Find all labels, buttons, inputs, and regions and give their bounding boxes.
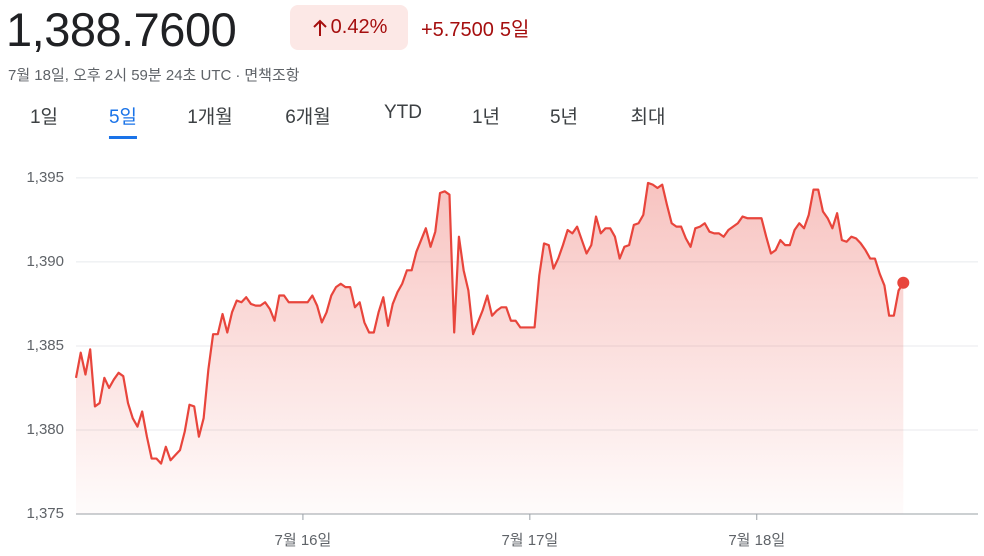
area-fill [76, 182, 904, 514]
price-line [74, 181, 905, 465]
up-arrow-icon [312, 19, 327, 36]
range-tab[interactable]: YTD [384, 102, 422, 123]
range-tab[interactable]: 5년 [549, 107, 579, 128]
x-tick-label: 7월 18일 [728, 532, 785, 549]
subtitle: 7월 18일, 오후 2시 59분 24초 UTC · 면책조항 [8, 64, 300, 85]
y-tick-label: 1,385 [26, 337, 64, 354]
range-tab[interactable]: 6개월 [285, 107, 331, 128]
y-tick-label: 1,390 [26, 253, 64, 270]
range-tab[interactable]: 1일 [29, 107, 59, 128]
range-tab[interactable]: 1년 [471, 107, 501, 128]
last-point [897, 276, 910, 289]
change-period: 5일 [499, 19, 530, 41]
range-tab[interactable]: 1개월 [187, 107, 233, 128]
disclaimer[interactable]: 면책조항 [244, 67, 300, 84]
x-tick-label: 7월 17일 [501, 532, 558, 549]
timestamp: 7월 18일, 오후 2시 59분 24초 UTC [8, 67, 232, 84]
change-percent: 0.42% [330, 16, 388, 38]
y-tick-label: 1,380 [26, 421, 64, 438]
x-tick-label: 7월 16일 [275, 532, 332, 549]
change-value: +5.7500 [421, 19, 494, 41]
range-tab[interactable]: 5일 [108, 102, 138, 139]
y-tick-label: 1,395 [26, 169, 64, 186]
range-tabs: 1일 5일 1개월 6개월 YTD 1년 5년 최대 [0, 102, 700, 139]
y-tick-label: 1,375 [26, 505, 64, 522]
price: 1,388.7600 [6, 3, 237, 56]
change: +5.7500 5일 [421, 13, 529, 42]
change-badge: 0.42% [290, 5, 408, 50]
range-tab[interactable]: 최대 [630, 107, 666, 128]
separator: · [235, 67, 241, 84]
